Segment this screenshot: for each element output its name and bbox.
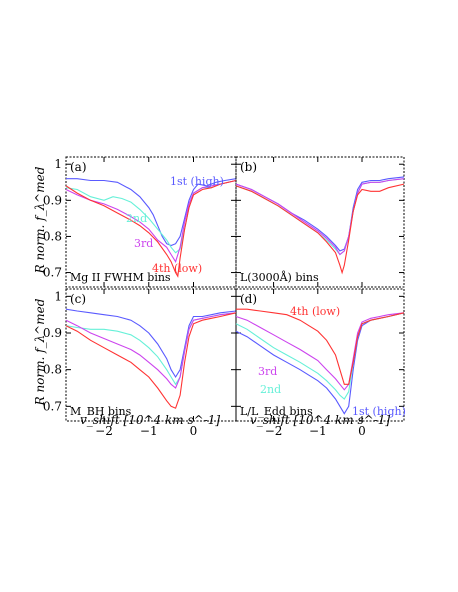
series-line-4th xyxy=(235,183,405,275)
bins-label: L/L_Edd bins xyxy=(240,405,313,418)
series-annotation-3rd: 3rd xyxy=(258,365,277,378)
series-annotation-4th: 4th (low) xyxy=(152,262,202,275)
series-line-3rd xyxy=(65,179,237,264)
panel-label: (c) xyxy=(70,292,86,306)
y-tick-label: 0.7 xyxy=(43,266,62,280)
x-axis-label-right: v_shift [10^4 km s^-1] xyxy=(250,413,390,427)
y-axis-label-bottom: R norm. f_λ^med xyxy=(33,298,47,406)
y-axis-label-top: R norm. f_λ^med xyxy=(33,166,47,274)
panels-group: 1 0.9 0.8 0.7 (a) Mg II FWHM bins 1st (high) 2n… xyxy=(43,156,406,438)
panel-label: (d) xyxy=(240,292,257,306)
panel-4: −2 −1 0 (d) L/L_Edd bins 4th (low) 3rd 2nd 1st (… xyxy=(235,288,406,438)
series-line-1st xyxy=(65,308,237,379)
bins-label: M_BH bins xyxy=(70,405,132,418)
bins-label: L(3000Å) bins xyxy=(240,270,319,284)
y-tick-label: 0.9 xyxy=(43,193,62,207)
series-line-4th xyxy=(65,179,237,278)
x-tick-label: 0 xyxy=(358,424,366,438)
series-line-4th xyxy=(65,312,237,409)
panel-3: −2 −1 0 1 0.9 0.8 0.7 (c) M_BH bins xyxy=(43,288,237,438)
y-tick-label: 0.9 xyxy=(43,326,62,340)
panel-2: (b) L(3000Å) bins xyxy=(235,156,405,288)
series-annotation-3rd: 3rd xyxy=(134,237,153,250)
series-annotation-4th: 4th (low) xyxy=(290,305,340,318)
y-tick-label: 0.7 xyxy=(43,399,62,413)
x-tick-label: −1 xyxy=(309,424,327,438)
x-tick-label: −2 xyxy=(95,424,113,438)
series-line-3rd xyxy=(235,312,405,391)
bins-label: Mg II FWHM bins xyxy=(70,271,171,284)
panel-1: 1 0.9 0.8 0.7 (a) Mg II FWHM bins 1st (high) 2n… xyxy=(43,156,237,288)
panel-frame xyxy=(65,156,237,288)
y-tick-label: 1 xyxy=(54,289,62,303)
y-tick-label: 0.8 xyxy=(43,229,62,243)
panel-label: (a) xyxy=(70,160,87,174)
series-line-4th xyxy=(236,308,405,385)
x-tick-label: −2 xyxy=(265,424,283,438)
y-tick-label: 0.8 xyxy=(43,363,62,377)
panel-label: (b) xyxy=(240,160,257,174)
series-annotation-2nd: 2nd xyxy=(260,383,281,396)
x-tick-label: −1 xyxy=(140,424,158,438)
x-tick-label: 0 xyxy=(190,424,198,438)
series-line-1st xyxy=(66,178,237,247)
series-annotation-1st: 1st (high) xyxy=(170,175,224,188)
series-line-3rd xyxy=(65,312,237,389)
panel-frame xyxy=(235,288,405,422)
series-annotation-1st: 1st (high) xyxy=(352,405,406,418)
series-annotation-2nd: 2nd xyxy=(126,212,147,225)
x-axis-label-left: v_shift [10^4 km s^-1] xyxy=(80,413,220,427)
series-line-3rd xyxy=(235,178,405,256)
panel-frame xyxy=(235,156,405,288)
y-tick-label: 1 xyxy=(54,157,62,171)
